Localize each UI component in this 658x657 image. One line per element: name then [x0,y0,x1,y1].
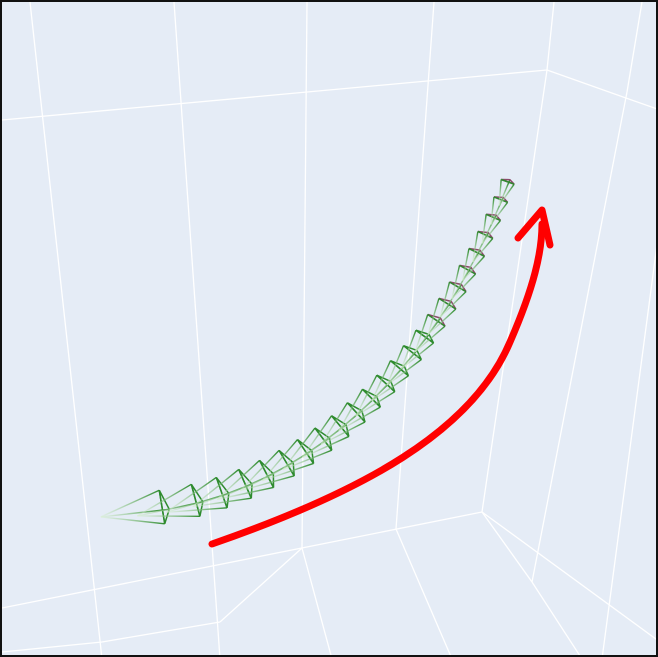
grid-line [481,511,656,640]
camera-frustum [498,178,515,206]
motion-direction-arrow [208,206,554,548]
grid-line [531,91,628,583]
grid-line [173,2,221,655]
grid-line [101,621,221,643]
grid-line [601,247,656,655]
grid-line [29,2,103,655]
grid-line [546,2,555,71]
grid-line [481,69,548,513]
grid-line [531,581,581,655]
camera-frustum [481,213,502,244]
camera-trajectory [100,178,515,525]
arrow-head [514,206,554,249]
grid-line [301,547,332,655]
grid-line [626,2,643,93]
grid-line [395,2,435,530]
grid-line [219,547,303,623]
grid-line [546,69,656,110]
grid-line [2,69,548,121]
grid-line [481,511,533,583]
grid-line [395,528,451,655]
grid-line [2,511,483,609]
grid-line [2,641,103,653]
camera-frustum [261,439,315,482]
arrow-shaft [208,220,546,548]
